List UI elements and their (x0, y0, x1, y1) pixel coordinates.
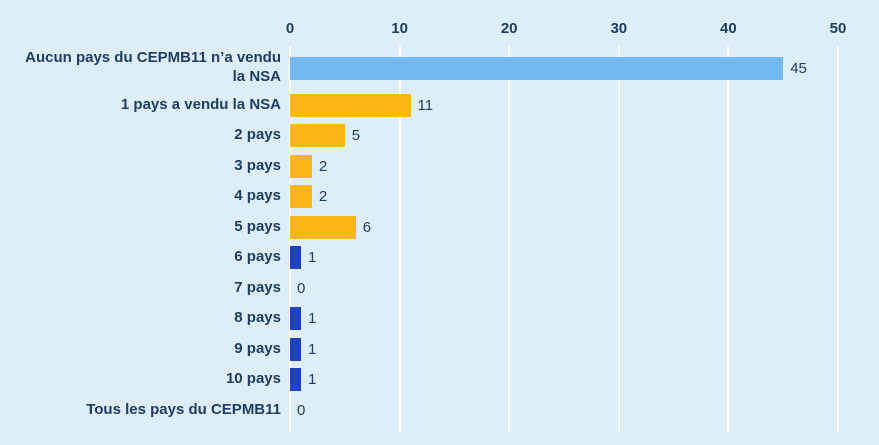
bar-value-label: 11 (417, 96, 434, 114)
bar-zone: 6 (290, 212, 879, 243)
chart-row: 7 pays 0 (0, 273, 879, 304)
bar-zone: 1 (290, 304, 879, 335)
plot-area (289, 46, 839, 432)
category-label: 5 pays (234, 217, 281, 235)
chart-row: 9 pays 1 (0, 334, 879, 365)
gridline (398, 46, 401, 432)
x-axis-tick-label: 20 (500, 20, 518, 37)
bar (290, 93, 411, 117)
category-label: 2 pays (234, 126, 281, 144)
chart-row: 3 pays 2 (0, 151, 879, 182)
bar (290, 56, 784, 80)
bar-value-label: 2 (318, 157, 328, 175)
gridline (837, 46, 839, 432)
bar (290, 368, 301, 392)
bar-value-label: 6 (362, 218, 372, 236)
category-label: 6 pays (234, 248, 281, 266)
gridline (727, 46, 730, 432)
chart-row: 1 pays a vendu la NSA 11 (0, 90, 879, 121)
category-label: 7 pays (234, 278, 281, 296)
bar-value-label: 0 (297, 279, 306, 297)
bar-value-label: 1 (307, 310, 317, 328)
chart-row: 6 pays 1 (0, 243, 879, 274)
bar-value-label: 1 (307, 340, 317, 358)
category-label: Aucun pays du CEPMB11 n’a vendu la NSA (25, 49, 281, 85)
chart-row: Tous les pays du CEPMB11 0 (0, 395, 879, 426)
bar (290, 154, 312, 178)
gridline (289, 46, 291, 432)
category-label: 3 pays (234, 156, 281, 174)
bar-zone: 11 (290, 90, 879, 121)
x-axis-tick-label: 30 (610, 20, 628, 37)
x-axis-tick-label: 10 (391, 20, 408, 37)
bar (290, 124, 345, 148)
x-axis: 0 10 20 30 40 50 (286, 20, 847, 40)
bar-value-label: 0 (297, 401, 306, 419)
bar-zone: 0 (290, 395, 879, 426)
bar-value-label: 5 (351, 127, 361, 145)
gridline (508, 46, 511, 432)
category-label: 9 pays (234, 339, 281, 357)
bar-value-label: 1 (307, 371, 317, 389)
chart-row: 5 pays 6 (0, 212, 879, 243)
category-label: 8 pays (234, 309, 281, 327)
category-label: 4 pays (234, 187, 281, 205)
category-label: Tous les pays du CEPMB11 (86, 400, 281, 418)
bar-zone: 1 (290, 243, 879, 274)
bar (290, 337, 301, 361)
bar-zone: 2 (290, 182, 879, 213)
bar (290, 215, 356, 239)
bar-value-label: 1 (307, 249, 317, 267)
bar (290, 185, 312, 209)
bar (290, 307, 301, 331)
bar (290, 246, 301, 270)
bar-value-label: 2 (318, 188, 328, 206)
chart-row: 8 pays 1 (0, 304, 879, 335)
x-axis-tick-label: 0 (285, 20, 295, 37)
chart-row: 10 pays 1 (0, 365, 879, 396)
x-axis-tick-label: 50 (829, 20, 847, 37)
chart-row: 2 pays 5 (0, 121, 879, 152)
bar-value-label: 45 (790, 59, 807, 77)
category-label: 10 pays (225, 370, 281, 388)
bar-zone: 5 (290, 121, 879, 152)
chart-row: Aucun pays du CEPMB11 n’a vendu la NSA 45 (0, 46, 879, 90)
bar-zone: 45 (290, 46, 879, 90)
chart-row: 4 pays 2 (0, 182, 879, 213)
bar-zone: 2 (290, 151, 879, 182)
chart-rows: Aucun pays du CEPMB11 n’a vendu la NSA 45… (0, 46, 879, 426)
x-axis-tick-label: 40 (720, 20, 737, 37)
category-label: 1 pays a vendu la NSA (120, 95, 281, 113)
bar-zone: 1 (290, 365, 879, 396)
gridline (617, 46, 620, 432)
bar-zone: 0 (290, 273, 879, 304)
bar-zone: 1 (290, 334, 879, 365)
